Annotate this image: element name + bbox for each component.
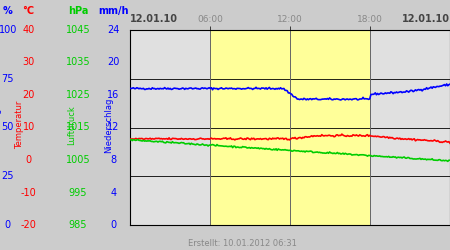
Text: 12.01.10: 12.01.10 (402, 14, 450, 24)
Text: 16: 16 (107, 90, 119, 100)
Text: 25: 25 (1, 171, 14, 181)
Text: 12: 12 (107, 122, 119, 132)
Text: Temperatur: Temperatur (15, 101, 24, 149)
Text: Niederschlag: Niederschlag (104, 97, 113, 153)
Text: 4: 4 (110, 188, 116, 198)
Text: 75: 75 (1, 74, 14, 84)
Text: 0: 0 (26, 155, 32, 165)
Text: Luftfeuchtigkeit: Luftfeuchtigkeit (0, 92, 1, 158)
Text: 1035: 1035 (66, 58, 90, 68)
Text: 10: 10 (22, 122, 35, 132)
Text: -20: -20 (21, 220, 36, 230)
Text: mm/h: mm/h (98, 6, 128, 16)
Text: 40: 40 (22, 25, 35, 35)
Bar (210, 30, 370, 225)
Text: 24: 24 (107, 25, 119, 35)
Text: 20: 20 (107, 58, 119, 68)
Text: %: % (3, 6, 13, 16)
Text: 0: 0 (110, 220, 116, 230)
Text: 100: 100 (0, 25, 17, 35)
Text: Luftdruck: Luftdruck (67, 105, 76, 145)
Text: 50: 50 (2, 122, 14, 132)
Text: -10: -10 (21, 188, 36, 198)
Text: 20: 20 (22, 90, 35, 100)
Text: hPa: hPa (68, 6, 88, 16)
Text: 8: 8 (110, 155, 116, 165)
Text: Erstellt: 10.01.2012 06:31: Erstellt: 10.01.2012 06:31 (188, 239, 297, 248)
Text: 1015: 1015 (66, 122, 90, 132)
Text: 995: 995 (69, 188, 87, 198)
Text: °C: °C (22, 6, 35, 16)
Text: 0: 0 (5, 220, 11, 230)
Text: 1045: 1045 (66, 25, 90, 35)
Text: 985: 985 (69, 220, 87, 230)
Text: 1005: 1005 (66, 155, 90, 165)
Text: 30: 30 (22, 58, 35, 68)
Text: 12.01.10: 12.01.10 (130, 14, 178, 24)
Text: 1025: 1025 (66, 90, 90, 100)
